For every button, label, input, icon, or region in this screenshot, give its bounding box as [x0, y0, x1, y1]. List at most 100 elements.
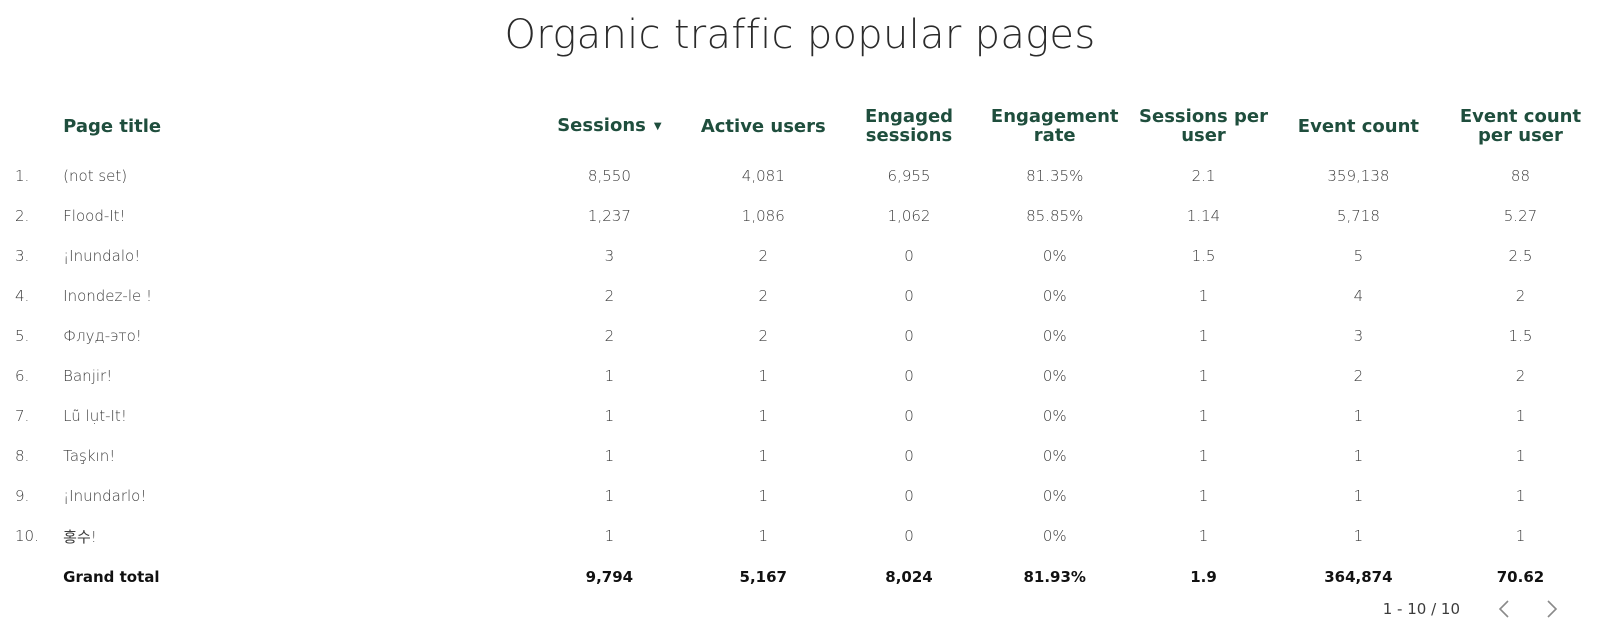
row-index: 4.	[15, 287, 30, 305]
table-row[interactable]: 4. Inondez-le ! 2 2 0 0% 1 4 2	[0, 276, 1600, 316]
row-index: 6.	[15, 367, 30, 385]
row-event-count: 1	[1353, 527, 1364, 545]
row-sessions: 1	[604, 487, 615, 505]
total-engaged-sessions: 8,024	[885, 568, 933, 586]
row-engaged-sessions: 0	[904, 367, 914, 385]
row-event-count: 359,138	[1327, 167, 1390, 185]
row-sessions: 1	[604, 407, 615, 425]
row-engagement-rate: 0%	[1042, 407, 1067, 425]
table-row[interactable]: 8. Taşkın! 1 1 0 0% 1 1 1	[0, 436, 1600, 476]
row-sessions: 2	[604, 287, 615, 305]
table-row[interactable]: 1. (not set) 8,550 4,081 6,955 81.35% 2.1 359,1…	[0, 156, 1600, 196]
row-page-title: 홍수!	[63, 527, 97, 546]
row-engagement-rate: 0%	[1042, 247, 1067, 265]
row-event-count-per-user: 1	[1515, 407, 1526, 425]
row-event-count: 5,718	[1336, 207, 1380, 225]
chevron-right-icon[interactable]	[1540, 597, 1564, 621]
row-sessions-per-user: 1	[1198, 367, 1209, 385]
total-index	[0, 556, 63, 598]
row-index: 10.	[15, 527, 39, 545]
row-active-users: 1	[758, 407, 769, 425]
total-sessions: 9,794	[585, 568, 634, 586]
total-engagement-rate: 81.93%	[1023, 568, 1086, 586]
table-row[interactable]: 2. Flood-It! 1,237 1,086 1,062 85.85% 1.14 5,71…	[0, 196, 1600, 236]
data-table: Page title Sessions ▼ Active users Engage…	[0, 96, 1600, 598]
row-page-title: ¡Inundalo!	[63, 247, 141, 265]
chevron-left-icon[interactable]	[1492, 597, 1516, 621]
row-sessions: 1,237	[587, 207, 631, 225]
header-index	[0, 96, 63, 156]
row-sessions: 8,550	[587, 167, 631, 185]
grand-total-row: Grand total 9,794 5,167 8,024 81.93% 1.9…	[0, 556, 1600, 598]
header-row: Page title Sessions ▼ Active users Engage…	[0, 96, 1600, 156]
table-row[interactable]: 6. Banjir! 1 1 0 0% 1 2 2	[0, 356, 1600, 396]
row-engagement-rate: 0%	[1042, 447, 1067, 465]
table-row[interactable]: 3. ¡Inundalo! 3 2 0 0% 1.5 5 2.5	[0, 236, 1600, 276]
row-engaged-sessions: 0	[904, 447, 914, 465]
total-event-count-per-user: 70.62	[1496, 568, 1545, 586]
row-engagement-rate: 0%	[1042, 487, 1067, 505]
header-event-count-per-user[interactable]: Event count per user	[1459, 106, 1582, 146]
row-event-count-per-user: 1	[1515, 447, 1526, 465]
table-row[interactable]: 10. 홍수! 1 1 0 0% 1 1 1	[0, 516, 1600, 556]
row-event-count-per-user: 5.27	[1503, 207, 1538, 225]
row-event-count: 2	[1353, 367, 1364, 385]
row-sessions-per-user: 1	[1198, 447, 1209, 465]
row-active-users: 1	[758, 487, 769, 505]
header-engaged-sessions[interactable]: Engaged sessions	[864, 106, 954, 146]
header-sessions[interactable]: Sessions ▼	[557, 115, 662, 137]
row-page-title: Taşkın!	[63, 447, 116, 465]
row-page-title: Inondez-le !	[63, 287, 152, 305]
row-event-count-per-user: 1	[1515, 487, 1526, 505]
row-index: 9.	[15, 487, 30, 505]
row-index: 5.	[15, 327, 30, 345]
row-engaged-sessions: 0	[904, 527, 914, 545]
sort-descending-icon[interactable]: ▼	[653, 120, 662, 132]
header-sessions-per-user[interactable]: Sessions per user	[1139, 106, 1268, 146]
header-page-title[interactable]: Page title	[63, 115, 162, 137]
row-index: 3.	[15, 247, 30, 265]
row-sessions-per-user: 2.1	[1191, 167, 1216, 185]
row-page-title: Flood-It!	[63, 207, 126, 225]
grand-total-label: Grand total	[63, 568, 160, 586]
row-event-count: 3	[1353, 327, 1364, 345]
row-engagement-rate: 0%	[1042, 287, 1067, 305]
row-sessions-per-user: 1	[1198, 287, 1209, 305]
table-row[interactable]: 5. Флуд-это! 2 2 0 0% 1 3 1.5	[0, 316, 1600, 356]
row-sessions: 1	[604, 527, 615, 545]
total-sessions-per-user: 1.9	[1190, 568, 1217, 586]
row-event-count: 1	[1353, 487, 1364, 505]
row-page-title: (not set)	[63, 167, 128, 185]
header-engagement-rate[interactable]: Engagement rate	[990, 106, 1119, 146]
row-engagement-rate: 0%	[1042, 327, 1067, 345]
row-sessions-per-user: 1	[1198, 487, 1209, 505]
table-row[interactable]: 7. Lũ lụt-It! 1 1 0 0% 1 1 1	[0, 396, 1600, 436]
row-active-users: 1	[758, 447, 769, 465]
row-page-title: Флуд-это!	[63, 327, 142, 345]
total-event-count: 364,874	[1324, 568, 1393, 586]
row-event-count-per-user: 2.5	[1508, 247, 1533, 265]
row-active-users: 4,081	[741, 167, 785, 185]
row-event-count-per-user: 88	[1510, 167, 1531, 185]
report-title: Organic traffic popular pages	[504, 12, 1096, 58]
row-event-count-per-user: 2	[1515, 367, 1526, 385]
row-active-users: 1	[758, 527, 769, 545]
header-event-count[interactable]: Event count	[1297, 115, 1419, 137]
row-active-users: 1,086	[741, 207, 785, 225]
row-engagement-rate: 0%	[1042, 527, 1067, 545]
header-active-users[interactable]: Active users	[700, 115, 826, 137]
row-sessions-per-user: 1	[1198, 407, 1209, 425]
row-sessions: 2	[604, 327, 615, 345]
row-sessions-per-user: 1.5	[1191, 247, 1216, 265]
table-row[interactable]: 9. ¡Inundarlo! 1 1 0 0% 1 1 1	[0, 476, 1600, 516]
row-engagement-rate: 85.85%	[1026, 207, 1084, 225]
row-engaged-sessions: 0	[904, 327, 914, 345]
row-event-count-per-user: 1	[1515, 527, 1526, 545]
row-engaged-sessions: 6,955	[887, 167, 931, 185]
row-active-users: 2	[758, 327, 769, 345]
row-engaged-sessions: 0	[904, 287, 914, 305]
row-sessions-per-user: 1.14	[1186, 207, 1221, 225]
row-index: 1.	[15, 167, 30, 185]
row-engaged-sessions: 0	[904, 487, 914, 505]
row-engaged-sessions: 1,062	[887, 207, 931, 225]
